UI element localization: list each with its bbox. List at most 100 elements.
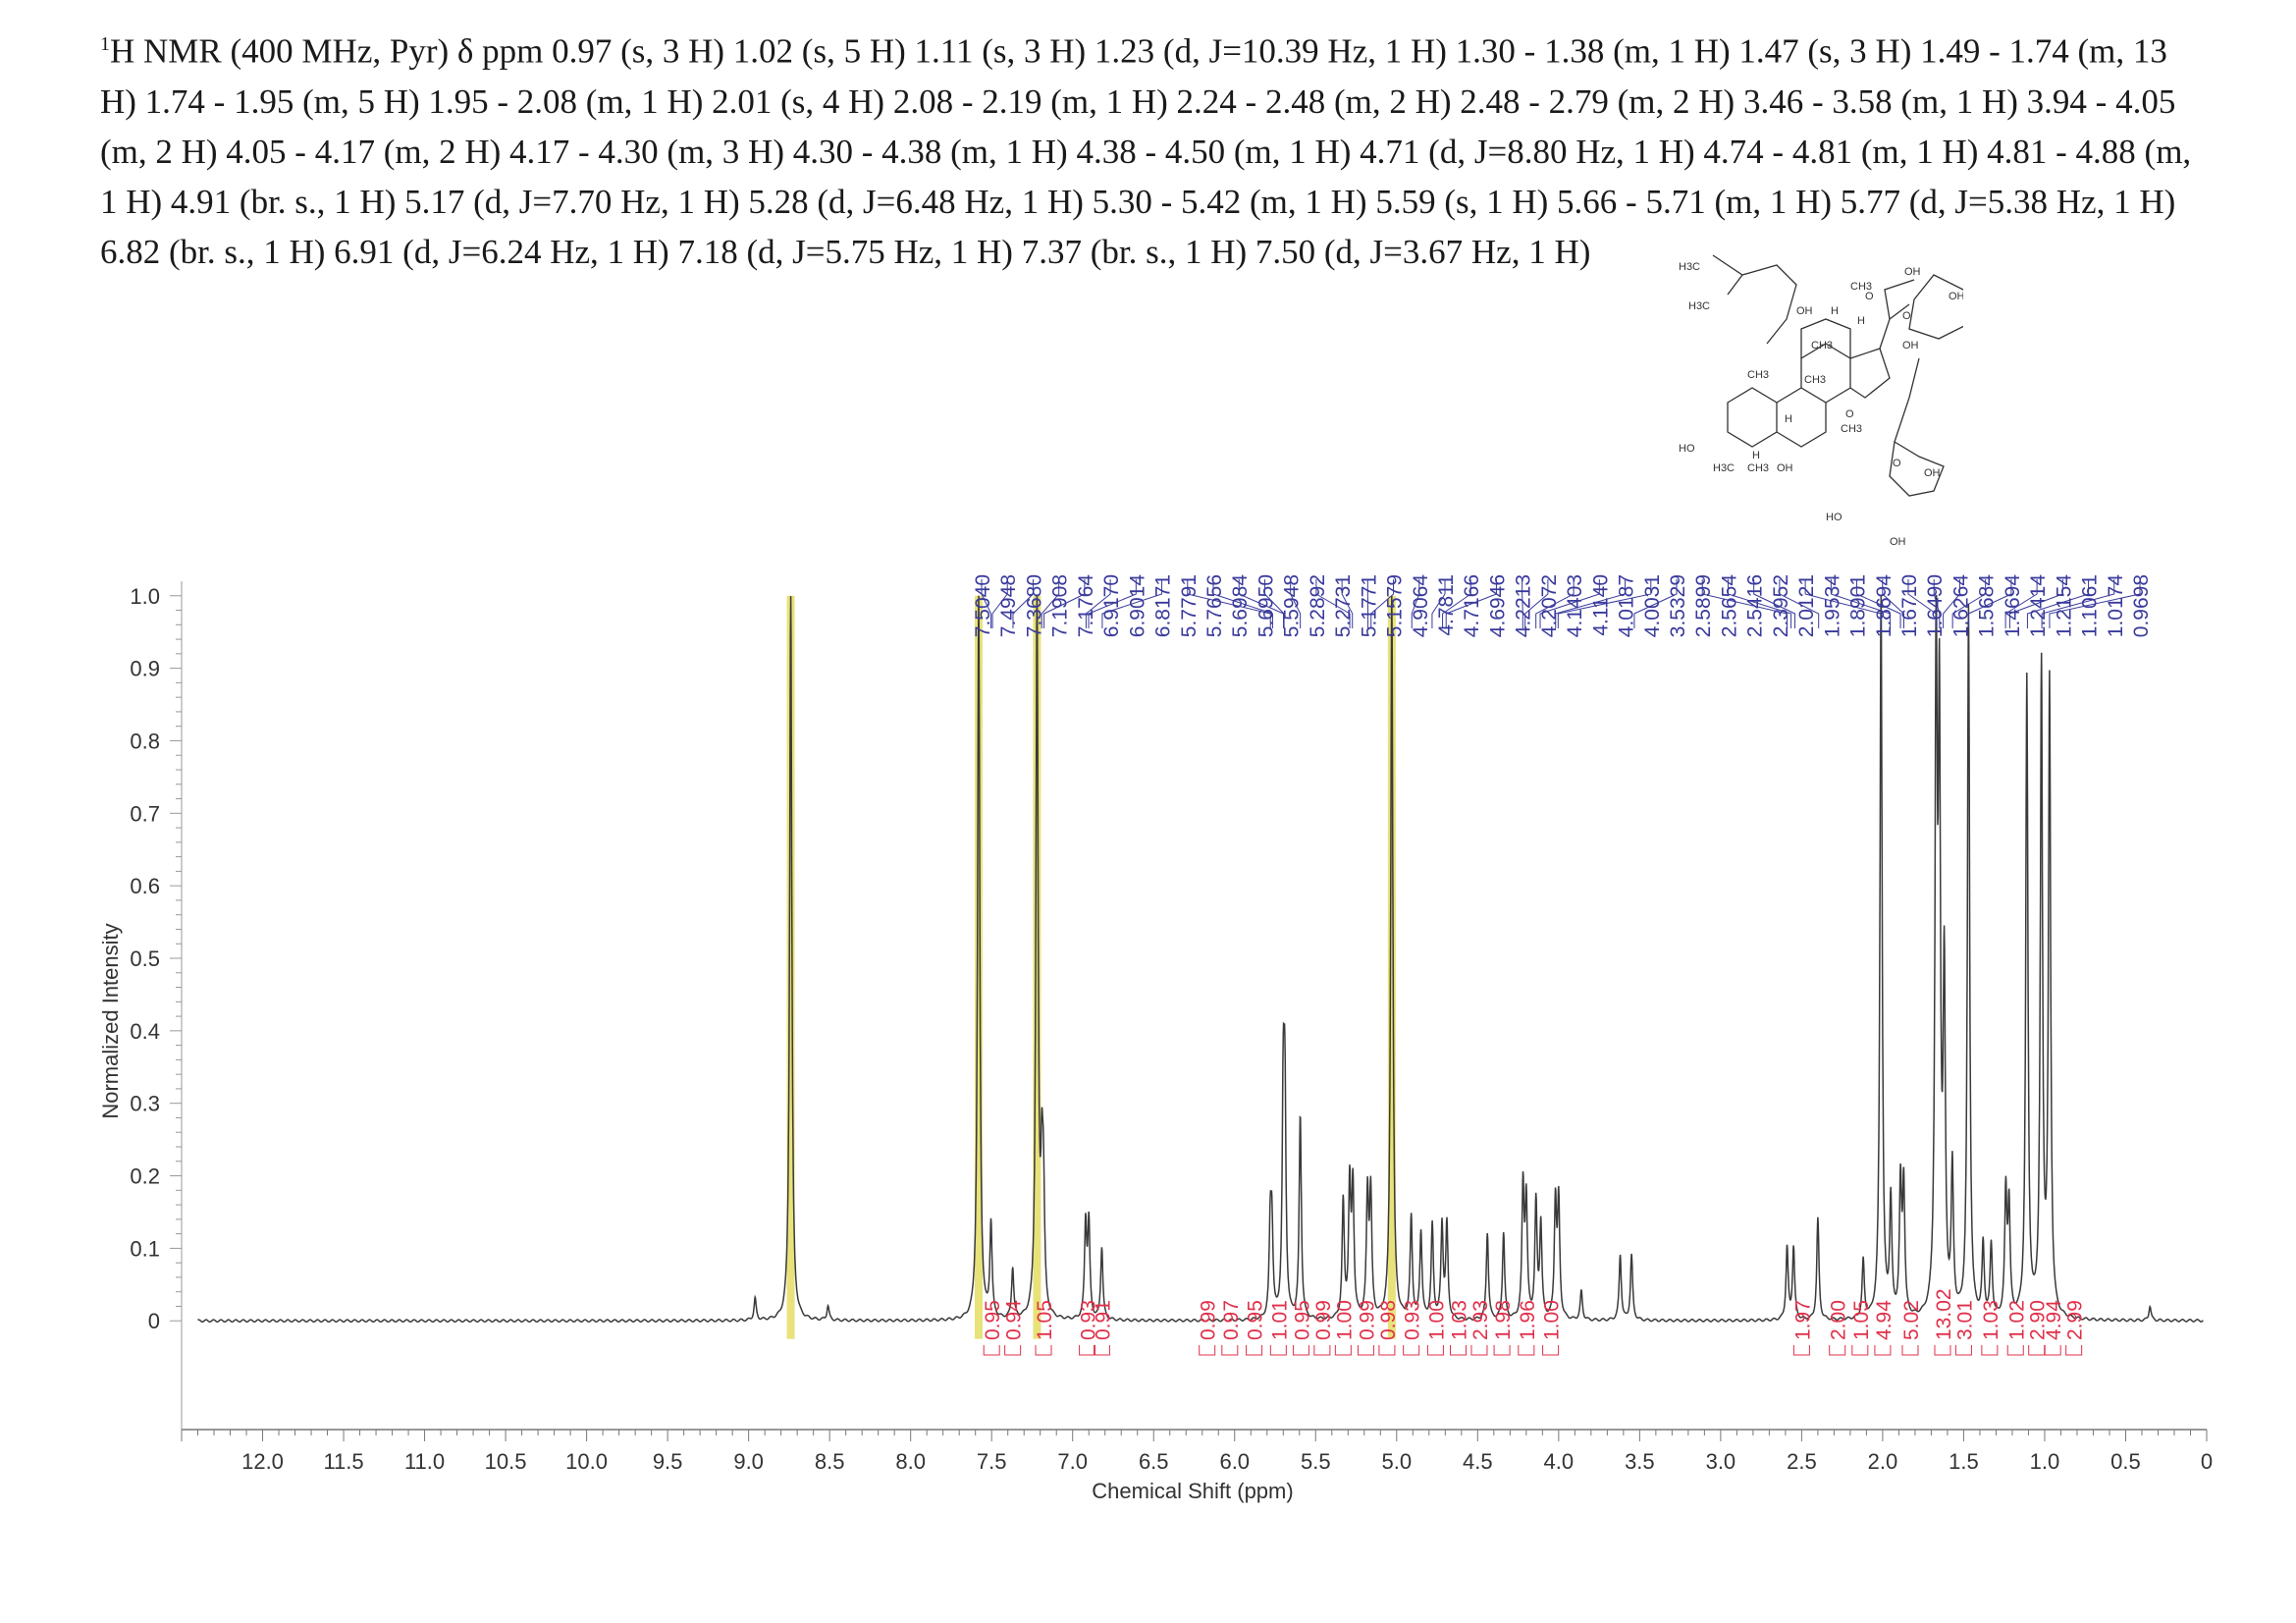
structure-label-15: OH xyxy=(1777,462,1793,474)
integral-bracket-21 xyxy=(1792,1345,1810,1356)
integral-label-6: 0.97 xyxy=(1220,1300,1243,1340)
integral-bracket-26 xyxy=(1934,1345,1951,1356)
integral-label-28: 1.03 xyxy=(1980,1300,2002,1340)
peak-leader-39 xyxy=(1951,579,1987,628)
peak-label-27: 3.5329 xyxy=(1667,574,1689,637)
peak-label-40: 1.4694 xyxy=(2002,574,2024,638)
integral-bracket-12 xyxy=(1357,1345,1374,1356)
peak-label-26: 4.0031 xyxy=(1641,574,1664,637)
x-axis-title: Chemical Shift (ppm) xyxy=(1092,1479,1293,1503)
peak-label-2: 7.3680 xyxy=(1023,574,1045,637)
integral-bracket-24 xyxy=(1874,1345,1892,1356)
peak-labels: 7.5040 7.4948 7.3680 7.1908 7.1764 6.9170 6.90… xyxy=(972,574,2153,638)
solvent-band-0 xyxy=(786,595,795,1339)
integral-label-16: 1.03 xyxy=(1449,1300,1471,1340)
structure-label-12: H3C xyxy=(1713,462,1735,474)
peak-leader-35 xyxy=(1882,579,1904,628)
integral-label-9: 0.95 xyxy=(1291,1300,1313,1340)
integral-label-1: 0.94 xyxy=(1003,1300,1026,1340)
integral-bracket-25 xyxy=(1901,1345,1919,1356)
integral-bracket-1 xyxy=(1004,1345,1022,1356)
integral-label-12: 0.99 xyxy=(1356,1300,1378,1340)
peak-label-0: 7.5040 xyxy=(972,574,994,637)
integral-bracket-10 xyxy=(1313,1345,1331,1356)
solvent-peak-highlights xyxy=(786,595,1396,1339)
integral-label-32: 2.99 xyxy=(2064,1300,2087,1340)
integral-bracket-23 xyxy=(1851,1345,1869,1356)
peak-label-7: 6.8171 xyxy=(1152,574,1175,637)
peak-leader-18 xyxy=(1431,579,1446,628)
peak-label-36: 1.6710 xyxy=(1898,574,1921,637)
peak-label-9: 5.7656 xyxy=(1203,574,1226,637)
spectrum-trace xyxy=(197,595,2204,1324)
x-tick-label-13: 5.5 xyxy=(1301,1449,1331,1474)
peak-label-35: 1.8694 xyxy=(1873,574,1896,638)
x-tick-label-2: 11.0 xyxy=(404,1449,445,1474)
integral-label-17: 2.93 xyxy=(1469,1300,1492,1340)
peak-leader-7 xyxy=(1101,579,1163,628)
integral-label-2: 1.05 xyxy=(1034,1300,1056,1340)
peak-leader-0 xyxy=(981,579,992,628)
peak-label-42: 1.2154 xyxy=(2053,574,2075,638)
structure-label-25: OH xyxy=(1890,536,1906,548)
peak-label-34: 1.8901 xyxy=(1847,574,1870,637)
integral-label-15: 1.00 xyxy=(1425,1300,1448,1340)
integral-bracket-15 xyxy=(1426,1345,1444,1356)
integral-label-23: 1.05 xyxy=(1850,1300,1873,1340)
integral-label-4: 0.91 xyxy=(1092,1300,1114,1340)
structure-label-24: OH xyxy=(1924,467,1941,479)
integral-label-31: 4.94 xyxy=(2043,1300,2065,1340)
molecule-structure: H3C H3C CH3 OH H H CH3 CH3 CH3 H CH3 HO … xyxy=(1679,254,1963,548)
x-tick-label-17: 3.5 xyxy=(1625,1449,1655,1474)
integral-bracket-11 xyxy=(1334,1345,1352,1356)
integral-bracket-27 xyxy=(1954,1345,1972,1356)
integral-label-0: 0.95 xyxy=(982,1300,1004,1340)
integral-bracket-3 xyxy=(1079,1345,1096,1356)
solvent-band-2 xyxy=(1033,595,1041,1339)
integral-bracket-30 xyxy=(2028,1345,2046,1356)
peak-leader-30 xyxy=(1753,579,1796,628)
structure-label-21: O xyxy=(1845,408,1854,420)
structure-label-18: OH xyxy=(1902,340,1919,352)
x-tick-label-24: 0 xyxy=(2201,1449,2213,1474)
x-tick-label-12: 6.0 xyxy=(1219,1449,1250,1474)
peak-label-45: 0.9698 xyxy=(2130,574,2153,637)
integral-label-30: 2.90 xyxy=(2027,1300,2050,1340)
x-tick-label-4: 10.0 xyxy=(565,1449,608,1474)
structure-label-13: CH3 xyxy=(1747,462,1769,474)
peak-label-30: 2.5416 xyxy=(1744,574,1767,637)
y-tick-label-7: 0.7 xyxy=(130,801,160,826)
integral-bracket-20 xyxy=(1542,1345,1560,1356)
peak-label-19: 4.7166 xyxy=(1461,574,1483,637)
peak-label-41: 1.2414 xyxy=(2027,574,2050,638)
structure-label-5: H xyxy=(1857,315,1865,327)
structure-label-0: H3C xyxy=(1679,261,1700,273)
peak-leader-37 xyxy=(1933,579,1941,628)
peak-leader-45 xyxy=(2049,579,2141,628)
peak-leader-40 xyxy=(1967,579,2012,628)
structure-label-8: CH3 xyxy=(1804,374,1826,386)
structure-label-23: HO xyxy=(1826,512,1842,523)
y-tick-label-3: 0.3 xyxy=(130,1092,160,1116)
structure-label-14: H xyxy=(1752,450,1760,461)
integral-bracket-32 xyxy=(2065,1345,2083,1356)
structure-label-22: O xyxy=(1893,458,1901,469)
integral-labels: 0.950.94 1.05 0.930.91 0.99 0.97 0.95 1.01 0.95… xyxy=(982,1288,2087,1356)
integral-bracket-0 xyxy=(983,1345,1000,1356)
integral-bracket-9 xyxy=(1292,1345,1309,1356)
peak-leader-25 xyxy=(1555,579,1627,628)
solvent-band-3 xyxy=(1387,595,1396,1339)
integral-bracket-4 xyxy=(1093,1345,1110,1356)
peak-leader-34 xyxy=(1856,579,1901,628)
integral-bracket-22 xyxy=(1829,1345,1846,1356)
y-tick-label-4: 0.4 xyxy=(130,1019,160,1044)
peak-label-8: 5.7791 xyxy=(1178,574,1201,637)
x-tick-label-18: 3.0 xyxy=(1706,1449,1736,1474)
peak-leader-41 xyxy=(2004,579,2038,628)
peak-label-23: 4.1403 xyxy=(1564,574,1586,637)
peak-label-10: 5.6984 xyxy=(1229,574,1252,638)
peak-label-11: 5.6950 xyxy=(1255,574,1277,637)
peak-leader-20 xyxy=(1445,579,1497,628)
description-text: H NMR (400 MHz, Pyr) δ ppm 0.97 (s, 3 H)… xyxy=(100,31,2192,271)
peak-leader-3 xyxy=(1041,579,1060,628)
